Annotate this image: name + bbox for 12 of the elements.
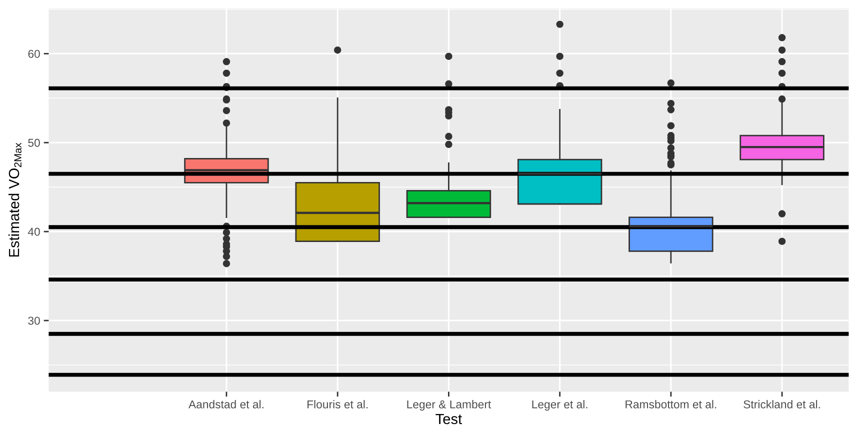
x-tick-label: Aandstad et al. <box>188 400 264 408</box>
x-tick-label: Strickland et al. <box>744 400 820 408</box>
y-tick-label: 40 <box>28 228 40 236</box>
x-tick-label: Leger & Lambert <box>407 400 492 411</box>
y-tick-label: 50 <box>28 138 40 147</box>
x-tick-label: Flouris et al. <box>308 400 368 408</box>
y-tick-label: 30 <box>28 316 40 325</box>
x-axis-title: Test <box>436 414 462 424</box>
y-tick-label: 60 <box>28 50 40 58</box>
y-axis-title: Estimated VO$_{2Max}$ <box>8 142 22 257</box>
x-tick-label: Ramsbottom et al. <box>626 400 716 408</box>
x-tick-label: Leger et al. <box>532 400 588 411</box>
